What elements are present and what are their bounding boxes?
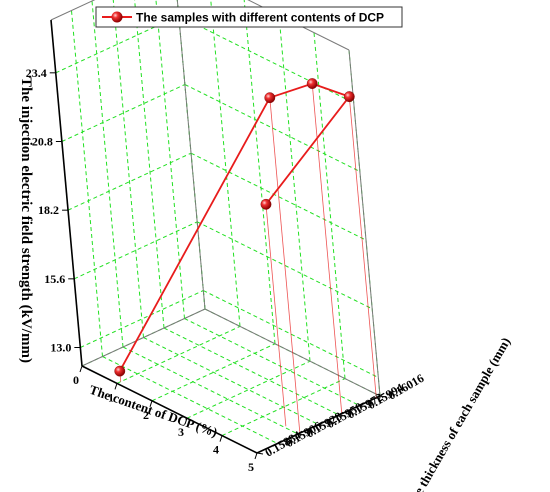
- legend-marker-swatch: [111, 11, 123, 23]
- back-wall-grid-line: [210, 0, 241, 327]
- left-wall-grid-line: [73, 221, 198, 280]
- drop-line: [348, 96, 377, 398]
- floor-grid-line: [122, 346, 299, 435]
- z-tick-label: 18.2: [38, 203, 59, 217]
- data-point: [306, 78, 318, 89]
- floor-grid-line: [163, 327, 340, 416]
- left-wall-grid-line: [134, 0, 165, 329]
- axes-frame: [49, 0, 387, 460]
- y-tick-label: 0.16016: [386, 371, 427, 403]
- y-tick-mark: [338, 414, 346, 417]
- grid-lines: [50, 0, 381, 454]
- left-wall-grid-line: [155, 0, 185, 319]
- back-wall-grid-line: [190, 152, 367, 241]
- x-tick-label: 4: [213, 443, 219, 457]
- data-point: [114, 365, 126, 377]
- x-tick-mark: [219, 435, 223, 442]
- data-point: [264, 92, 276, 104]
- x-axis-line: [81, 365, 258, 454]
- x-tick-mark: [149, 400, 153, 407]
- y-tick-mark: [359, 405, 366, 407]
- z-axis-label: The injection electric field strength (k…: [18, 77, 34, 363]
- data-point: [343, 91, 355, 103]
- x-tick-mark: [184, 418, 188, 425]
- floor-grid-line: [186, 360, 311, 419]
- left-wall-grid-line: [91, 0, 124, 348]
- left-wall-grid-line: [67, 152, 192, 211]
- left-wall-grid-line: [112, 0, 144, 338]
- series-polyline: [119, 82, 351, 372]
- y-tick-mark: [379, 395, 387, 398]
- back-wall-grid-line: [278, 15, 311, 362]
- series-markers: [114, 78, 355, 377]
- back-wall-grid-line: [243, 0, 276, 344]
- back-wall-grid-line: [196, 221, 373, 310]
- x-tick-label: 3: [178, 425, 184, 439]
- axis-edge: [81, 308, 206, 367]
- tick-labels: 0123450.158840.159060.159280.159500.1597…: [26, 66, 427, 474]
- y-tick-mark: [256, 452, 264, 455]
- data-point: [260, 198, 272, 210]
- left-wall-grid-line: [61, 84, 186, 142]
- back-wall-grid-line: [203, 290, 379, 378]
- legend: The samples with different contents of D…: [95, 6, 403, 28]
- x-tick-label: 5: [248, 460, 254, 474]
- legend-box: [95, 6, 403, 28]
- floor-grid-line: [102, 356, 278, 444]
- floor-grid-line: [184, 318, 360, 406]
- left-wall-grid-line: [71, 10, 103, 357]
- y-tick-mark: [277, 443, 284, 445]
- drop-line: [269, 97, 301, 434]
- y-tick-mark: [297, 433, 305, 436]
- z-tick-label: 15.6: [44, 272, 65, 286]
- z-tick-label: 20.8: [32, 134, 53, 148]
- floor-grid-line: [116, 325, 241, 384]
- drop-line: [265, 204, 287, 427]
- x-tick-mark: [114, 383, 118, 390]
- back-wall-grid-line: [313, 32, 346, 379]
- z-axis-line: [50, 19, 83, 367]
- y-tick-mark: [318, 424, 325, 426]
- left-wall-grid-line: [80, 290, 204, 348]
- x-axis-label: The content of DCP (%): [88, 382, 220, 440]
- y-axis-label: The thickness of each sample (mm): [403, 335, 513, 492]
- x-tick-label: 2: [143, 408, 149, 422]
- legend-label: The samples with different contents of D…: [136, 11, 384, 25]
- axis-edge: [50, 0, 96, 21]
- series-line: [119, 82, 351, 372]
- x-tick-label: 1: [108, 390, 114, 404]
- axis-edge: [348, 49, 381, 397]
- z-tick-label: 23.4: [26, 66, 47, 80]
- axis-labels: The injection electric field strength (k…: [18, 77, 513, 492]
- x-tick-label: 0: [73, 373, 79, 387]
- back-wall-grid-line: [184, 84, 361, 172]
- x-tick-mark: [79, 365, 83, 373]
- floor-grid-line: [143, 337, 319, 425]
- z-tick-label: 13.0: [50, 341, 71, 355]
- x-tick-mark: [254, 452, 258, 460]
